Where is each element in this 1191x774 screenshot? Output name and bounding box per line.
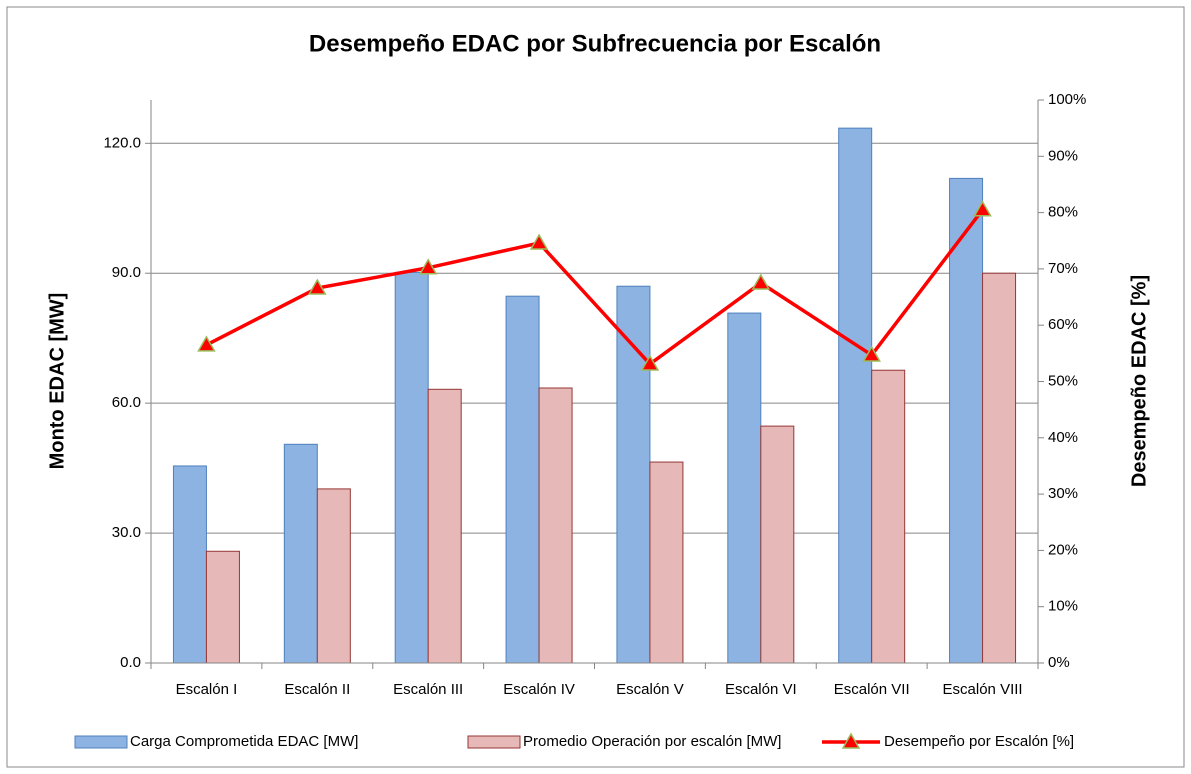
y2-tick-label: 10% <box>1048 598 1078 615</box>
x-tick-label: Escalón VII <box>834 681 910 698</box>
bar <box>949 177 984 664</box>
y2-tick-label: 50% <box>1048 372 1078 389</box>
bar <box>316 488 351 664</box>
line <box>205 208 984 367</box>
bar <box>838 127 873 664</box>
marker <box>973 200 992 217</box>
legend-swatch <box>467 735 521 749</box>
bar <box>727 312 762 664</box>
y-tick-label: 60.0 <box>112 394 141 411</box>
marker <box>751 273 771 290</box>
x-tick-label: Escalón I <box>176 681 238 698</box>
x-tick-label: Escalón VIII <box>943 681 1023 698</box>
x-tick-label: Escalón IV <box>503 681 575 698</box>
legend-swatch <box>74 735 128 749</box>
bar <box>649 461 684 664</box>
x-tick-label: Escalón II <box>284 681 350 698</box>
bar <box>760 425 795 664</box>
y-tick-label: 90.0 <box>112 264 141 281</box>
x-tick-label: Escalón V <box>616 681 684 698</box>
bar <box>205 550 240 664</box>
y2-tick-label: 20% <box>1048 541 1078 558</box>
bar <box>283 443 318 664</box>
legend-label: Carga Comprometida EDAC [MW] <box>130 733 358 750</box>
y2-tick-label: 0% <box>1048 654 1070 671</box>
marker <box>418 258 438 275</box>
y2-tick-label: 70% <box>1048 260 1078 277</box>
y-axis-title: Monto EDAC [MW] <box>46 293 68 470</box>
y-tick-label: 30.0 <box>112 524 141 541</box>
chart-title: Desempeño EDAC por Subfrecuencia por Esc… <box>309 30 881 57</box>
y2-tick-label: 100% <box>1048 91 1086 108</box>
y2-axis-title: Desempeño EDAC [%] <box>1128 275 1150 487</box>
legend-label: Promedio Operación por escalón [MW] <box>523 733 781 750</box>
y2-tick-label: 80% <box>1048 204 1078 221</box>
y2-tick-label: 60% <box>1048 316 1078 333</box>
x-tick-label: Escalón III <box>393 681 463 698</box>
legend-label: Desempeño por Escalón [%] <box>884 733 1074 750</box>
marker <box>308 278 327 295</box>
bar <box>505 295 540 664</box>
x-tick-label: Escalón VI <box>725 681 797 698</box>
marker <box>640 354 660 371</box>
marker <box>197 335 216 352</box>
bar <box>871 369 906 664</box>
marker <box>529 233 549 250</box>
bar <box>982 272 1017 664</box>
bar <box>616 285 651 664</box>
y-tick-label: 0.0 <box>120 654 141 671</box>
marker <box>862 345 881 362</box>
bar <box>394 271 429 664</box>
bar <box>427 388 462 664</box>
legend-marker <box>841 732 861 749</box>
bar <box>172 465 207 664</box>
y2-tick-label: 30% <box>1048 485 1078 502</box>
y2-tick-label: 40% <box>1048 429 1078 446</box>
bar <box>538 387 573 664</box>
y-tick-label: 120.0 <box>103 134 141 151</box>
y2-tick-label: 90% <box>1048 147 1078 164</box>
